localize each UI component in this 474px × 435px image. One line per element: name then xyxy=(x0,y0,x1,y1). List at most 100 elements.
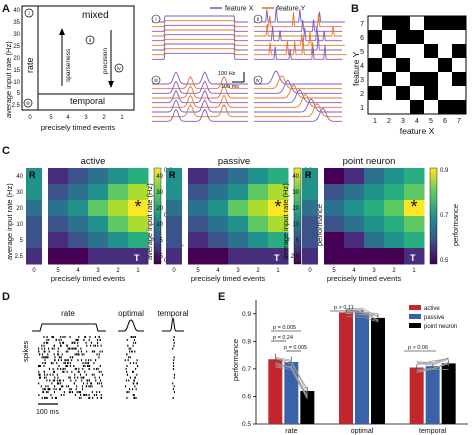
heatmap-cell xyxy=(188,232,209,249)
sparseness-arrowhead xyxy=(59,28,65,35)
spike xyxy=(59,379,61,382)
spike xyxy=(172,347,174,350)
spike xyxy=(44,388,46,391)
a-ytick: 30 xyxy=(13,32,20,38)
y-tick-label: 0.6 xyxy=(242,393,251,400)
spike xyxy=(128,379,130,382)
sig-p024: p = 0.24 xyxy=(273,335,293,341)
spike xyxy=(136,382,138,385)
spike xyxy=(54,385,56,388)
grid-cell xyxy=(396,100,410,114)
spike xyxy=(52,373,54,376)
spike xyxy=(58,379,60,382)
spike xyxy=(46,379,48,382)
heatmap-cell xyxy=(302,184,318,201)
heatmap-cell xyxy=(384,168,405,185)
spike xyxy=(135,388,137,391)
spike xyxy=(63,362,65,365)
spike xyxy=(42,391,44,394)
spike xyxy=(60,394,62,396)
spike xyxy=(98,370,100,373)
corner-r-label: R xyxy=(29,170,36,180)
spike xyxy=(76,391,78,394)
optimum-star: * xyxy=(410,197,417,217)
trace-line xyxy=(254,34,342,51)
spike xyxy=(90,341,92,344)
b-xtick: 2 xyxy=(387,118,391,125)
panel-e-letter: E xyxy=(218,291,225,303)
spike xyxy=(68,391,70,394)
spike xyxy=(86,362,88,365)
spike xyxy=(39,373,41,376)
a-xtick: 1 xyxy=(120,115,124,121)
spike xyxy=(45,341,47,344)
c-xtick: 3 xyxy=(96,268,100,274)
trace-line xyxy=(152,52,248,60)
spike xyxy=(126,353,128,356)
spike xyxy=(173,373,175,376)
b-ytick: 5 xyxy=(360,49,364,56)
heatmap-cell xyxy=(404,248,425,265)
spike xyxy=(41,347,43,350)
panel-a-letter: A xyxy=(2,3,10,15)
spike xyxy=(72,347,74,350)
spike xyxy=(48,347,50,350)
spike xyxy=(89,336,91,338)
heatmap-cell xyxy=(68,232,89,249)
heatmap-cell xyxy=(268,232,289,249)
spike xyxy=(94,394,96,396)
c-xtick: 5 xyxy=(56,268,60,274)
spike xyxy=(83,382,85,385)
individual-run-line xyxy=(275,365,308,398)
trace-line xyxy=(152,89,248,104)
spike xyxy=(126,391,128,394)
legend-feature-x: feature X xyxy=(225,6,254,13)
trace-line xyxy=(254,23,342,37)
spike xyxy=(43,365,45,367)
spike xyxy=(60,356,62,359)
heatmap-cell xyxy=(248,248,269,265)
spike xyxy=(60,338,62,341)
spike xyxy=(78,391,80,394)
heatmap-cell xyxy=(324,200,345,217)
spike xyxy=(74,367,76,370)
trace-line xyxy=(152,34,248,42)
heatmap-cell xyxy=(302,232,318,249)
heatmap-cell xyxy=(188,200,209,217)
b-ytick: 4 xyxy=(360,63,364,70)
spike xyxy=(56,373,58,376)
spike xyxy=(173,391,175,394)
spike xyxy=(62,341,64,344)
spike xyxy=(80,396,82,399)
spike xyxy=(88,365,90,367)
spike xyxy=(93,362,95,365)
spike xyxy=(173,385,175,388)
spike xyxy=(96,367,98,370)
spike xyxy=(64,367,66,370)
trace-line xyxy=(152,15,248,23)
spike xyxy=(46,373,48,376)
heatmap-cell xyxy=(364,232,385,249)
legend-swatch-point-neuron xyxy=(409,323,421,328)
c-xlabel: precisely timed events xyxy=(327,274,401,283)
spike xyxy=(127,359,129,362)
heatmap-cell xyxy=(404,232,425,249)
trace-line xyxy=(152,108,248,122)
c-ytick: 10 xyxy=(292,222,299,228)
a-ytick: 35 xyxy=(13,20,20,26)
grid-cell xyxy=(396,44,410,58)
spike xyxy=(132,370,134,373)
heatmap-cell xyxy=(344,216,365,233)
b-ytick: 6 xyxy=(360,35,364,42)
panel-b: B 7 6 5 4 3 2 1 1 2 3 4 5 6 7 feature Y feature X xyxy=(351,3,467,136)
marker-i xyxy=(24,8,34,18)
spike xyxy=(88,394,90,396)
trace-line xyxy=(254,11,342,28)
grid-cell xyxy=(382,58,396,72)
spike xyxy=(100,394,102,396)
spike xyxy=(90,359,92,362)
trace-line xyxy=(254,107,342,122)
spike xyxy=(58,359,60,362)
spike xyxy=(77,376,79,379)
